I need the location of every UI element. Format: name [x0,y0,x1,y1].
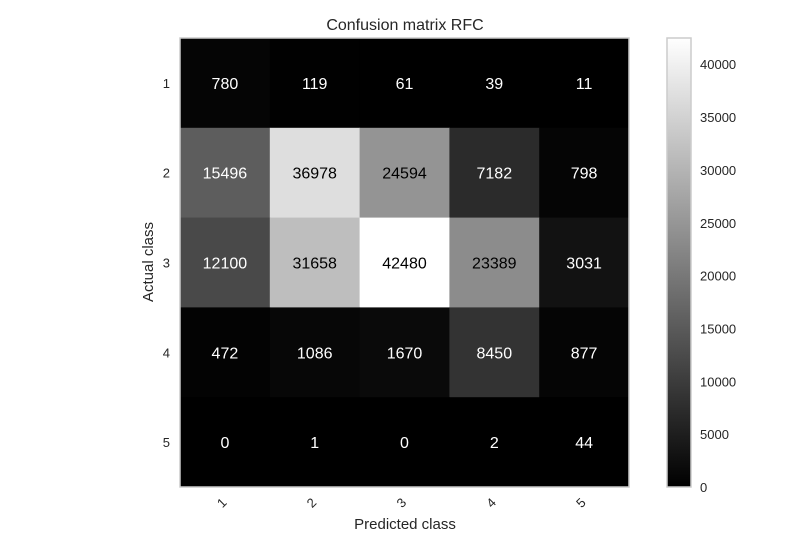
cell-value-label: 1 [310,435,319,452]
heatmap-cell [269,217,361,308]
y-tick-label: 1 [163,76,170,91]
colorbar-tick-label: 40000 [700,57,736,72]
colorbar-tick-label: 30000 [700,163,736,178]
cell-value-label: 24594 [382,166,427,183]
y-axis-label: Actual class [140,222,157,302]
cell-value-label: 780 [212,76,239,93]
plot-frame [179,37,630,488]
colorbar: 0 5000 10000 15000 20000 25000 30000 35000 40000 [666,37,736,495]
cell-value-label: 1086 [297,345,333,362]
y-tick-label: 3 [163,256,170,271]
cell-value-label: 877 [571,345,598,362]
heatmap-cell [539,397,630,488]
cell-value-label: 7182 [477,166,513,183]
cell-value-label: 472 [212,345,239,362]
colorbar-tick-label: 15000 [700,321,736,336]
heatmap-cell [539,127,630,219]
heatmap-cells: 780 119 61 39 11 15496 36978 24594 7182 798 12100 3… [180,38,630,488]
heatmap-cell [449,38,540,129]
cell-value-label: 12100 [203,256,248,273]
colorbar-gradient [666,37,692,488]
heatmap-cell [359,307,450,398]
heatmap-cell [539,307,630,398]
heatmap-cell [449,217,540,308]
heatmap-cell [269,397,361,488]
cell-value-label: 0 [220,435,229,452]
cell-value-label: 61 [396,76,414,93]
chart-title: Confusion matrix RFC [326,17,483,34]
cell-value-label: 2 [490,435,499,452]
heatmap-cell [180,217,271,308]
heatmap-cell [180,127,271,219]
colorbar-tick-label: 10000 [700,374,736,389]
heatmap-cell [180,38,271,129]
cell-value-label: 0 [400,435,409,452]
y-tick-label: 5 [163,435,170,450]
x-tick-label: 4 [483,495,499,511]
cell-value-label: 42480 [382,256,427,273]
cell-value-label: 3031 [566,256,602,273]
x-tick-label: 1 [214,495,230,511]
heatmap-cell [269,38,361,129]
cell-value-label: 39 [485,76,503,93]
cell-value-label: 1670 [387,345,423,362]
colorbar-tick-label: 5000 [700,427,729,442]
cell-value-label: 36978 [292,166,337,183]
colorbar-tick-label: 0 [700,480,707,495]
x-axis-label: Predicted class [354,516,456,533]
y-tick-label: 4 [163,345,170,360]
y-tick-labels: 1 2 3 4 5 [163,76,170,450]
cell-value-label: 119 [302,76,328,93]
x-tick-label: 5 [573,495,589,511]
heatmap-cell [539,38,630,129]
colorbar-tick-label: 35000 [700,110,736,125]
colorbar-tick-label: 20000 [700,269,736,284]
cell-value-label: 23389 [472,256,517,273]
cell-value-label: 8450 [477,345,513,362]
heatmap-cell [359,217,450,308]
heatmap-cell [449,307,540,398]
cell-value-label: 11 [576,76,593,93]
heatmap-cell [449,127,540,219]
heatmap-cell [180,307,271,398]
x-tick-label: 2 [304,495,320,511]
x-tick-labels: 1 2 3 4 5 [214,495,589,511]
heatmap-cell [359,127,450,219]
x-tick-label: 3 [393,495,409,511]
colorbar-tick-labels: 0 5000 10000 15000 20000 25000 30000 35000 40000 [700,57,736,495]
cell-value-label: 798 [571,166,598,183]
colorbar-tick-label: 25000 [700,216,736,231]
cell-value-label: 44 [575,435,593,452]
heatmap-cell [269,307,361,398]
heatmap-cell [359,397,450,488]
heatmap-cell [539,217,630,308]
heatmap-cell [359,38,450,129]
cell-value-label: 31658 [292,256,337,273]
heatmap-cell [269,127,361,219]
y-tick-label: 2 [163,166,170,181]
heatmap-cell [449,397,540,488]
heatmap-cell [180,397,271,488]
cell-value-label: 15496 [203,166,248,183]
